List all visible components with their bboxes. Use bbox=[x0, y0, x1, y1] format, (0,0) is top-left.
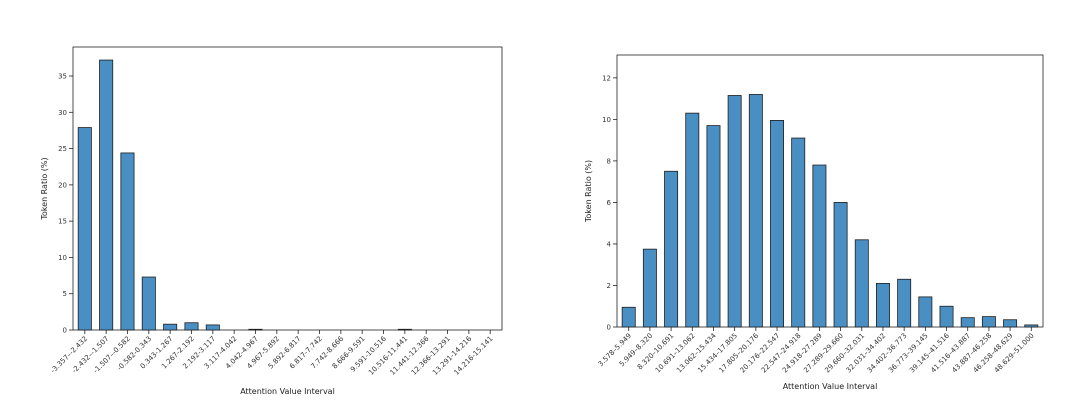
bar bbox=[706, 125, 721, 328]
y-tick-label: 6 bbox=[607, 199, 612, 207]
bar bbox=[621, 306, 636, 328]
y-tick-label: 8 bbox=[607, 157, 611, 165]
y-tick-label: 2 bbox=[607, 282, 611, 290]
left-bar-chart: 05101520253035-3.357–-2.432-2.432–-1.507… bbox=[40, 46, 503, 396]
y-tick-label: 0 bbox=[607, 324, 611, 332]
bar bbox=[248, 328, 263, 331]
bar bbox=[791, 137, 806, 328]
bar bbox=[1024, 324, 1039, 328]
bar bbox=[727, 95, 742, 328]
bar bbox=[960, 317, 975, 328]
bar bbox=[770, 120, 784, 328]
x-axis-label: Attention Value Interval bbox=[240, 387, 335, 396]
y-tick-label: 5 bbox=[63, 290, 67, 298]
bar bbox=[77, 127, 92, 331]
x-axis-label: Attention Value Interval bbox=[783, 382, 878, 391]
y-tick-label: 15 bbox=[58, 218, 67, 226]
bar bbox=[397, 328, 412, 331]
plot-frame bbox=[72, 46, 503, 331]
y-tick-label: 10 bbox=[602, 116, 611, 124]
y-tick-label: 20 bbox=[58, 181, 67, 189]
bar bbox=[981, 316, 996, 328]
bar bbox=[876, 282, 890, 328]
bar bbox=[664, 170, 679, 328]
bar bbox=[812, 164, 827, 328]
bar bbox=[685, 112, 700, 328]
bar bbox=[642, 248, 657, 328]
y-tick-label: 10 bbox=[58, 254, 67, 262]
y-tick-label: 12 bbox=[602, 74, 611, 82]
bar bbox=[163, 323, 178, 331]
x-tick-label: 14.216-15.141 bbox=[453, 335, 495, 377]
right-bar-chart: 0246810123.578–5.9495.949–8.3208.320–10.… bbox=[584, 54, 1044, 391]
y-axis-label: Token Ratio (%) bbox=[40, 157, 49, 220]
bar bbox=[897, 278, 912, 328]
bar bbox=[918, 296, 933, 328]
bar bbox=[854, 239, 869, 328]
x-tick-label: 48.629–51.000 bbox=[993, 332, 1036, 375]
y-tick-label: 0 bbox=[63, 327, 67, 335]
bar bbox=[748, 94, 763, 328]
bar bbox=[833, 202, 848, 328]
bar bbox=[120, 152, 135, 331]
y-axis-label: Token Ratio (%) bbox=[584, 160, 593, 223]
plot-frame bbox=[616, 54, 1044, 328]
bar bbox=[184, 322, 199, 331]
bar bbox=[99, 59, 114, 331]
y-tick-label: 25 bbox=[58, 145, 67, 153]
y-tick-label: 35 bbox=[58, 73, 67, 81]
bar bbox=[939, 305, 954, 328]
bar bbox=[141, 276, 156, 331]
bar bbox=[205, 324, 220, 331]
y-tick-label: 4 bbox=[607, 240, 612, 248]
y-tick-label: 30 bbox=[58, 109, 67, 117]
x-tick-label: -3.357–-2.432 bbox=[49, 335, 89, 375]
bar bbox=[1003, 319, 1018, 328]
